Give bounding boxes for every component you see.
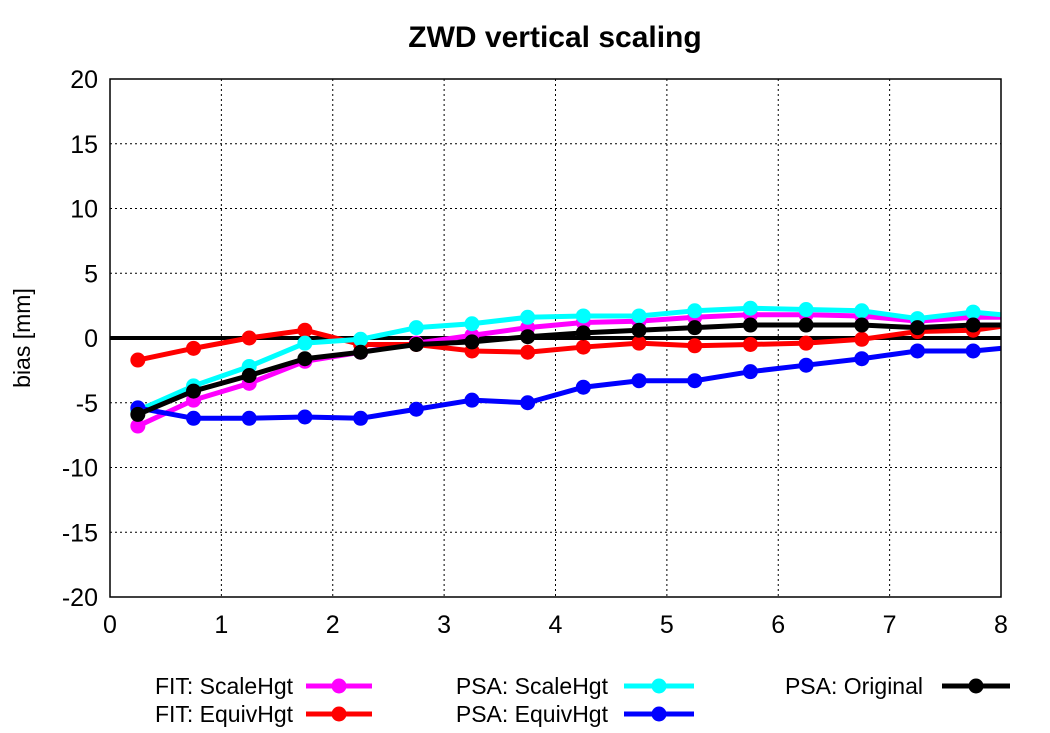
data-point-fit-scalehgt (130, 418, 146, 434)
y-axis-label: bias [mm] (9, 288, 35, 388)
legend-entry-psa-scalehgt: PSA: ScaleHgt (456, 673, 694, 699)
y-tick-label: -5 (76, 390, 98, 418)
data-point-fit-equivhgt (520, 344, 536, 360)
data-point-psa-equivhgt (186, 410, 202, 426)
legend-entry-fit-scalehgt: FIT: ScaleHgt (155, 673, 372, 699)
data-point-psa-original (408, 336, 424, 352)
legend-label: PSA: ScaleHgt (456, 673, 609, 699)
series-layer (110, 300, 1002, 434)
data-point-psa-original (130, 406, 146, 422)
y-tick-label: -20 (62, 584, 98, 612)
series-psa-equivhgt (130, 343, 1002, 426)
data-point-psa-scalehgt (631, 308, 647, 324)
data-point-psa-scalehgt (687, 303, 703, 319)
legend-entry-psa-equivhgt: PSA: EquivHgt (456, 701, 694, 727)
data-point-psa-scalehgt (408, 320, 424, 336)
data-point-psa-scalehgt (854, 303, 870, 319)
series-psa-original (130, 317, 1001, 422)
data-point-fit-equivhgt (297, 322, 313, 338)
data-point-psa-equivhgt (854, 351, 870, 367)
data-point-fit-equivhgt (186, 340, 202, 356)
data-point-fit-equivhgt (241, 330, 257, 346)
data-point-psa-equivhgt (575, 379, 591, 395)
data-point-psa-original (742, 317, 758, 333)
data-point-psa-equivhgt (798, 357, 814, 373)
data-point-psa-original (687, 320, 703, 336)
series-psa-scalehgt (130, 300, 1002, 419)
data-point-psa-original (464, 334, 480, 350)
data-point-fit-equivhgt (687, 338, 703, 354)
data-point-fit-equivhgt (854, 331, 870, 347)
y-tick-label: 5 (84, 260, 98, 288)
legend-label: FIT: ScaleHgt (155, 673, 294, 699)
data-point-psa-original (186, 383, 202, 399)
x-tick-label: 2 (326, 611, 340, 639)
x-tick-label: 5 (660, 611, 674, 639)
data-point-psa-scalehgt (965, 304, 981, 320)
legend-entry-fit-equivhgt: FIT: EquivHgt (155, 701, 372, 727)
data-point-psa-scalehgt (353, 331, 369, 347)
plot-frame (109, 78, 1002, 598)
legend-swatch-marker (331, 706, 347, 722)
data-point-psa-original (353, 344, 369, 360)
y-tick-label: -15 (62, 519, 98, 547)
x-tick-label: 7 (883, 611, 897, 639)
y-tick-label: 10 (70, 196, 98, 224)
y-tick-label: -10 (62, 455, 98, 483)
legend-swatch-marker (968, 678, 984, 694)
x-tick-label: 0 (103, 611, 117, 639)
data-point-fit-equivhgt (631, 335, 647, 351)
x-tick-label: 1 (214, 611, 228, 639)
tick-labels: 0 1 2 3 4 5 6 7 8 -20 -15 -10 -5 0 5 10 15 20 (62, 66, 1008, 639)
data-point-psa-equivhgt (241, 410, 257, 426)
data-point-psa-scalehgt (742, 300, 758, 316)
data-point-psa-original (520, 329, 536, 345)
data-point-psa-equivhgt (965, 343, 981, 359)
legend-swatch-marker (651, 706, 667, 722)
data-point-psa-original (798, 317, 814, 333)
data-point-psa-scalehgt (575, 308, 591, 324)
data-point-psa-equivhgt (353, 410, 369, 426)
x-tick-label: 4 (549, 611, 563, 639)
x-tick-label: 8 (994, 611, 1008, 639)
legend-label: FIT: EquivHgt (155, 701, 294, 727)
data-point-psa-scalehgt (798, 302, 814, 318)
legend-label: PSA: Original (785, 673, 923, 699)
data-point-psa-original (965, 317, 981, 333)
data-point-psa-scalehgt (464, 316, 480, 332)
legend-entry-psa-original: PSA: Original (785, 673, 1010, 699)
y-tick-label: 20 (70, 66, 98, 94)
data-point-psa-original (241, 368, 257, 384)
data-point-fit-equivhgt (575, 339, 591, 355)
data-point-psa-equivhgt (520, 395, 536, 411)
data-point-psa-original (575, 325, 591, 341)
x-tick-label: 6 (771, 611, 785, 639)
data-point-psa-equivhgt (742, 364, 758, 380)
data-point-psa-original (631, 322, 647, 338)
axes (109, 78, 1002, 598)
legend-swatch-marker (651, 678, 667, 694)
data-point-psa-equivhgt (909, 343, 925, 359)
data-point-psa-equivhgt (297, 409, 313, 425)
data-point-psa-equivhgt (408, 401, 424, 417)
data-point-psa-scalehgt (297, 335, 313, 351)
data-point-psa-equivhgt (687, 373, 703, 389)
x-tick-label: 3 (437, 611, 451, 639)
data-point-psa-scalehgt (520, 309, 536, 325)
data-point-fit-equivhgt (130, 352, 146, 368)
data-point-psa-original (909, 320, 925, 336)
data-point-psa-equivhgt (631, 373, 647, 389)
data-point-psa-original (854, 317, 870, 333)
data-point-psa-original (297, 351, 313, 367)
y-tick-label: 0 (84, 325, 98, 353)
legend-label: PSA: EquivHgt (456, 701, 609, 727)
y-tick-label: 15 (70, 131, 98, 159)
chart-title: ZWD vertical scaling (408, 21, 701, 54)
data-point-psa-equivhgt (464, 392, 480, 408)
data-point-fit-equivhgt (742, 336, 758, 352)
legend-swatch-marker (331, 678, 347, 694)
data-point-fit-equivhgt (798, 335, 814, 351)
